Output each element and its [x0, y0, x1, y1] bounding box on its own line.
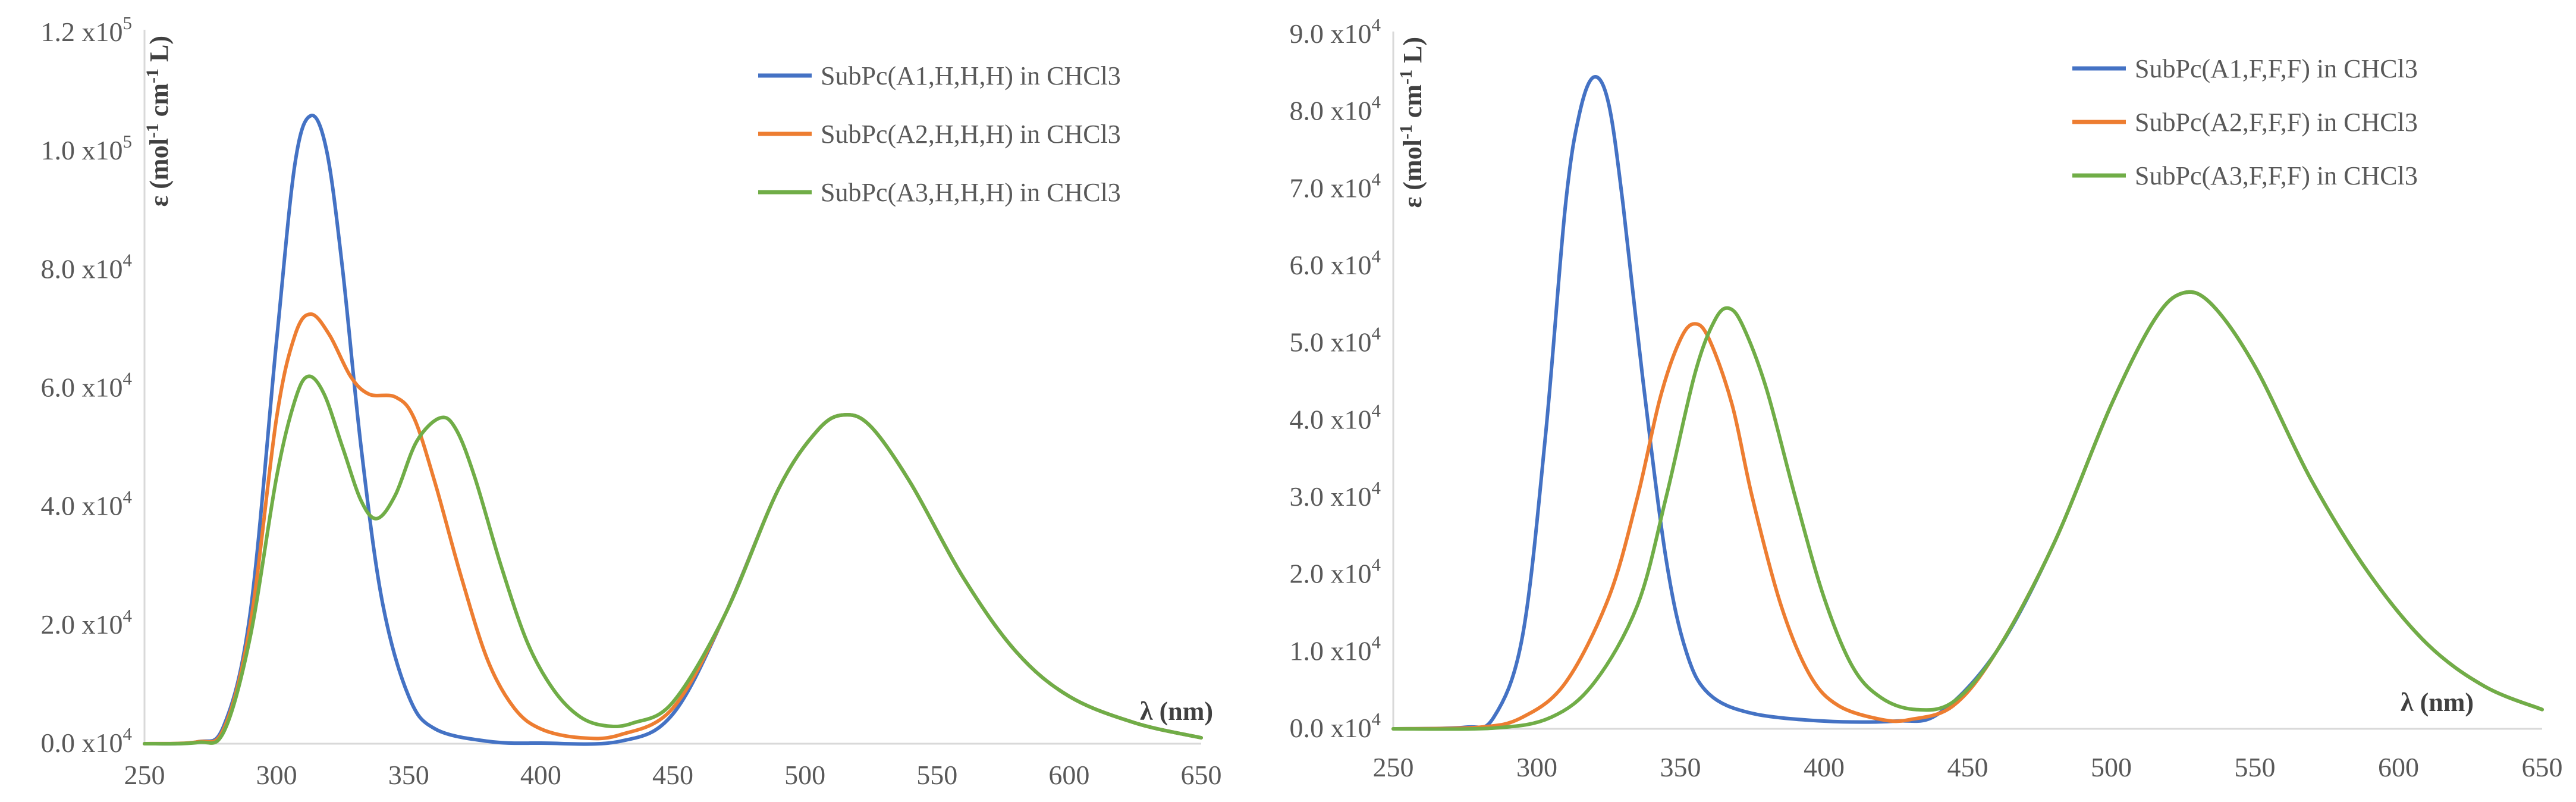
y-tick-mantissa: 9.0 x10 — [1290, 18, 1372, 49]
y-tick-mantissa: 1.0 x10 — [41, 135, 123, 165]
y-axis-label: ε (mol-1 cm-1 L) — [1396, 37, 1427, 208]
y-tick-label: 0.0 x104 — [41, 723, 133, 758]
y-tick-label: 4.0 x104 — [1290, 400, 1381, 434]
y-tick-label: 3.0 x104 — [1290, 477, 1381, 512]
x-tick-label: 550 — [2235, 752, 2276, 782]
y-tick-exponent: 4 — [123, 368, 133, 389]
x-tick-label: 300 — [1516, 752, 1557, 782]
legend-entry: SubPc(A3,H,H,H) in CHCl3 — [821, 178, 1121, 207]
y-tick-exponent: 4 — [1372, 400, 1381, 421]
y-tick-exponent: 5 — [123, 131, 133, 152]
y-tick-mantissa: 1.0 x10 — [1290, 635, 1372, 666]
x-tick-label: 250 — [1373, 752, 1414, 782]
x-tick-label: 650 — [1181, 760, 1222, 790]
y-axis-label-sup: -1 — [143, 123, 162, 138]
y-tick-label: 8.0 x104 — [1290, 92, 1381, 126]
y-axis-label-sup: -1 — [143, 68, 162, 83]
y-tick-mantissa: 0.0 x10 — [1290, 713, 1372, 743]
y-tick-mantissa: 5.0 x10 — [1290, 327, 1372, 358]
y-tick-label: 6.0 x104 — [1290, 246, 1381, 280]
x-tick-label: 300 — [256, 760, 297, 790]
y-tick-exponent: 4 — [1372, 14, 1381, 35]
y-tick-exponent: 4 — [1372, 709, 1381, 729]
series-line — [1391, 290, 2544, 731]
y-tick-label: 4.0 x104 — [41, 487, 133, 521]
y-tick-exponent: 4 — [123, 723, 133, 744]
x-tick-label: 400 — [1804, 752, 1845, 782]
y-tick-label: 6.0 x104 — [41, 368, 133, 403]
y-tick-mantissa: 4.0 x10 — [1290, 404, 1372, 434]
x-tick-label: 600 — [2378, 752, 2419, 782]
y-tick-label: 9.0 x104 — [1290, 14, 1381, 49]
x-axis-label: λ (nm) — [2401, 688, 2474, 717]
legend-entry: SubPc(A3,F,F,F) in CHCl3 — [2135, 161, 2418, 190]
y-tick-exponent: 4 — [1372, 323, 1381, 344]
y-tick-exponent: 4 — [1372, 554, 1381, 575]
y-tick-label: 7.0 x104 — [1290, 168, 1381, 203]
y-tick-exponent: 4 — [123, 605, 133, 626]
y-tick-label: 5.0 x104 — [1290, 323, 1381, 358]
y-tick-mantissa: 2.0 x10 — [41, 609, 123, 640]
y-tick-exponent: 4 — [1372, 168, 1381, 189]
y-tick-mantissa: 3.0 x10 — [1290, 481, 1372, 512]
y-tick-mantissa: 8.0 x10 — [1290, 96, 1372, 126]
y-tick-mantissa: 2.0 x10 — [1290, 559, 1372, 589]
y-tick-label: 1.0 x105 — [41, 131, 133, 165]
x-tick-label: 450 — [652, 760, 693, 790]
x-tick-label: 600 — [1048, 760, 1089, 790]
x-tick-label: 350 — [388, 760, 429, 790]
y-tick-exponent: 4 — [1372, 246, 1381, 267]
legend-entry: SubPc(A2,F,F,F) in CHCl3 — [2135, 108, 2418, 137]
legend-entry: SubPc(A2,H,H,H) in CHCl3 — [821, 120, 1121, 149]
y-axis-label-part: ε (mol — [144, 138, 174, 206]
series-line — [143, 374, 1203, 746]
y-axis-label-part: ε (mol — [1398, 139, 1427, 208]
y-tick-mantissa: 6.0 x10 — [41, 372, 123, 403]
y-axis-label-sup: -1 — [1396, 124, 1416, 139]
x-tick-label: 550 — [916, 760, 957, 790]
y-axis-label: ε (mol-1 cm-1 L) — [143, 36, 174, 207]
x-tick-label: 500 — [2091, 752, 2132, 782]
y-tick-mantissa: 1.2 x10 — [41, 17, 123, 47]
y-tick-exponent: 4 — [123, 487, 133, 507]
x-tick-label: 500 — [784, 760, 825, 790]
y-axis-label-part: L) — [1398, 37, 1427, 70]
y-tick-exponent: 4 — [1372, 631, 1381, 652]
y-tick-mantissa: 4.0 x10 — [41, 491, 123, 521]
y-tick-exponent: 4 — [1372, 92, 1381, 112]
x-axis-label: λ (nm) — [1140, 697, 1213, 726]
y-tick-mantissa: 6.0 x10 — [1290, 250, 1372, 280]
y-tick-mantissa: 8.0 x10 — [41, 253, 123, 284]
x-tick-label: 400 — [520, 760, 561, 790]
y-tick-mantissa: 0.0 x10 — [41, 728, 123, 758]
x-tick-label: 650 — [2522, 752, 2563, 782]
legend-entry: SubPc(A1,F,F,F) in CHCl3 — [2135, 54, 2418, 83]
y-axis-label-part: cm — [144, 83, 174, 123]
y-axis-label-part: cm — [1398, 84, 1427, 124]
y-axis-label-sup: -1 — [1396, 70, 1416, 84]
x-tick-label: 250 — [124, 760, 165, 790]
y-axis-label-part: L) — [144, 36, 174, 68]
y-tick-exponent: 4 — [123, 249, 133, 270]
y-tick-exponent: 5 — [123, 12, 133, 33]
y-tick-label: 8.0 x104 — [41, 249, 133, 284]
x-tick-label: 350 — [1660, 752, 1701, 782]
y-tick-exponent: 4 — [1372, 477, 1381, 498]
y-tick-label: 2.0 x104 — [41, 605, 133, 640]
y-tick-mantissa: 7.0 x10 — [1290, 173, 1372, 203]
legend-entry: SubPc(A1,H,H,H) in CHCl3 — [821, 61, 1121, 90]
y-tick-label: 1.0 x104 — [1290, 631, 1381, 666]
x-tick-label: 450 — [1947, 752, 1988, 782]
y-tick-label: 1.2 x105 — [41, 12, 133, 47]
y-tick-label: 0.0 x104 — [1290, 709, 1381, 743]
y-tick-label: 2.0 x104 — [1290, 554, 1381, 589]
